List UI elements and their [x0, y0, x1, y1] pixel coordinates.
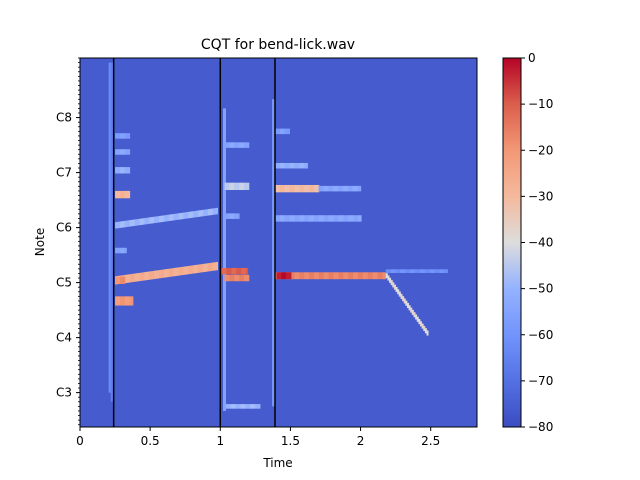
- plot-frame: [79, 57, 478, 428]
- harmonic-segment: [318, 185, 362, 192]
- harmonic-segment: [115, 276, 126, 284]
- harmonic-segment: [115, 133, 131, 139]
- y-tick-label: C5: [56, 276, 72, 290]
- x-tick-label: 0: [76, 434, 84, 448]
- y-axis-ticks: C3 C4 C5 C6 C7 C8: [56, 57, 80, 426]
- y-tick-label: C8: [56, 111, 72, 125]
- y-tick-label: C7: [56, 166, 72, 180]
- harmonic-segment: [274, 215, 362, 222]
- x-tick-label: 1: [216, 434, 224, 448]
- onset-lines: [112, 58, 276, 427]
- colorbar-tick-label: −80: [528, 420, 553, 434]
- y-axis-label: Note: [33, 228, 47, 256]
- x-axis-label: Time: [262, 456, 292, 470]
- x-tick-label: 2: [357, 434, 365, 448]
- transient-mark: [108, 62, 112, 393]
- harmonic-segment: [274, 128, 291, 135]
- colorbar-tick-label: −50: [528, 282, 553, 296]
- colorbar-tick-label: −40: [528, 236, 553, 250]
- harmonic-segment: [224, 274, 250, 282]
- x-tick-label: 2.5: [421, 434, 440, 448]
- harmonic-segment: [115, 261, 218, 285]
- x-tick-label: 1.5: [281, 434, 300, 448]
- harmonic-segment: [274, 272, 387, 280]
- transient-mark: [222, 108, 226, 411]
- harmonic-segment: [115, 296, 134, 306]
- x-axis-ticks: 0 0.5 1 1.5 2 2.5: [76, 427, 440, 448]
- colorbar-tick-label: −30: [528, 189, 553, 203]
- harmonic-segment: [224, 213, 240, 219]
- y-tick-label: C4: [56, 331, 72, 345]
- transient-mark: [272, 99, 276, 407]
- colorbar-tick-label: −20: [528, 143, 553, 157]
- colorbar-tick-label: −60: [528, 328, 553, 342]
- harmonic-segment: [115, 190, 131, 199]
- spectrogram-heatmap: [80, 58, 477, 427]
- y-tick-label: C3: [56, 386, 72, 400]
- colorbar: [502, 57, 522, 428]
- x-tick-label: 0.5: [141, 434, 160, 448]
- harmonic-segment: [274, 184, 320, 193]
- y-tick-label: C6: [56, 221, 72, 235]
- harmonic-segment: [385, 273, 429, 336]
- harmonic-segment: [225, 404, 261, 409]
- chart-title: CQT for bend-lick.wav: [201, 37, 355, 53]
- harmonic-segment: [276, 272, 292, 280]
- harmonic-segment: [221, 267, 249, 275]
- harmonic-segment: [115, 167, 131, 174]
- transient-mark: [110, 62, 114, 402]
- harmonic-segment: [385, 269, 449, 273]
- harmonic-segment: [274, 162, 308, 169]
- harmonic-segment: [224, 182, 250, 191]
- harmonic-segment: [115, 207, 218, 229]
- colorbar-tick-label: −10: [528, 97, 553, 111]
- colorbar-tick-label: 0: [528, 51, 536, 65]
- harmonic-segment: [115, 247, 127, 254]
- harmonic-segment: [224, 142, 250, 148]
- colorbar-ticks: 0 −10 −20 −30 −40 −50 −60 −70 −80: [521, 51, 553, 434]
- colorbar-tick-label: −70: [528, 374, 553, 388]
- harmonic-segment: [115, 149, 131, 155]
- heatmap-background: [80, 58, 477, 427]
